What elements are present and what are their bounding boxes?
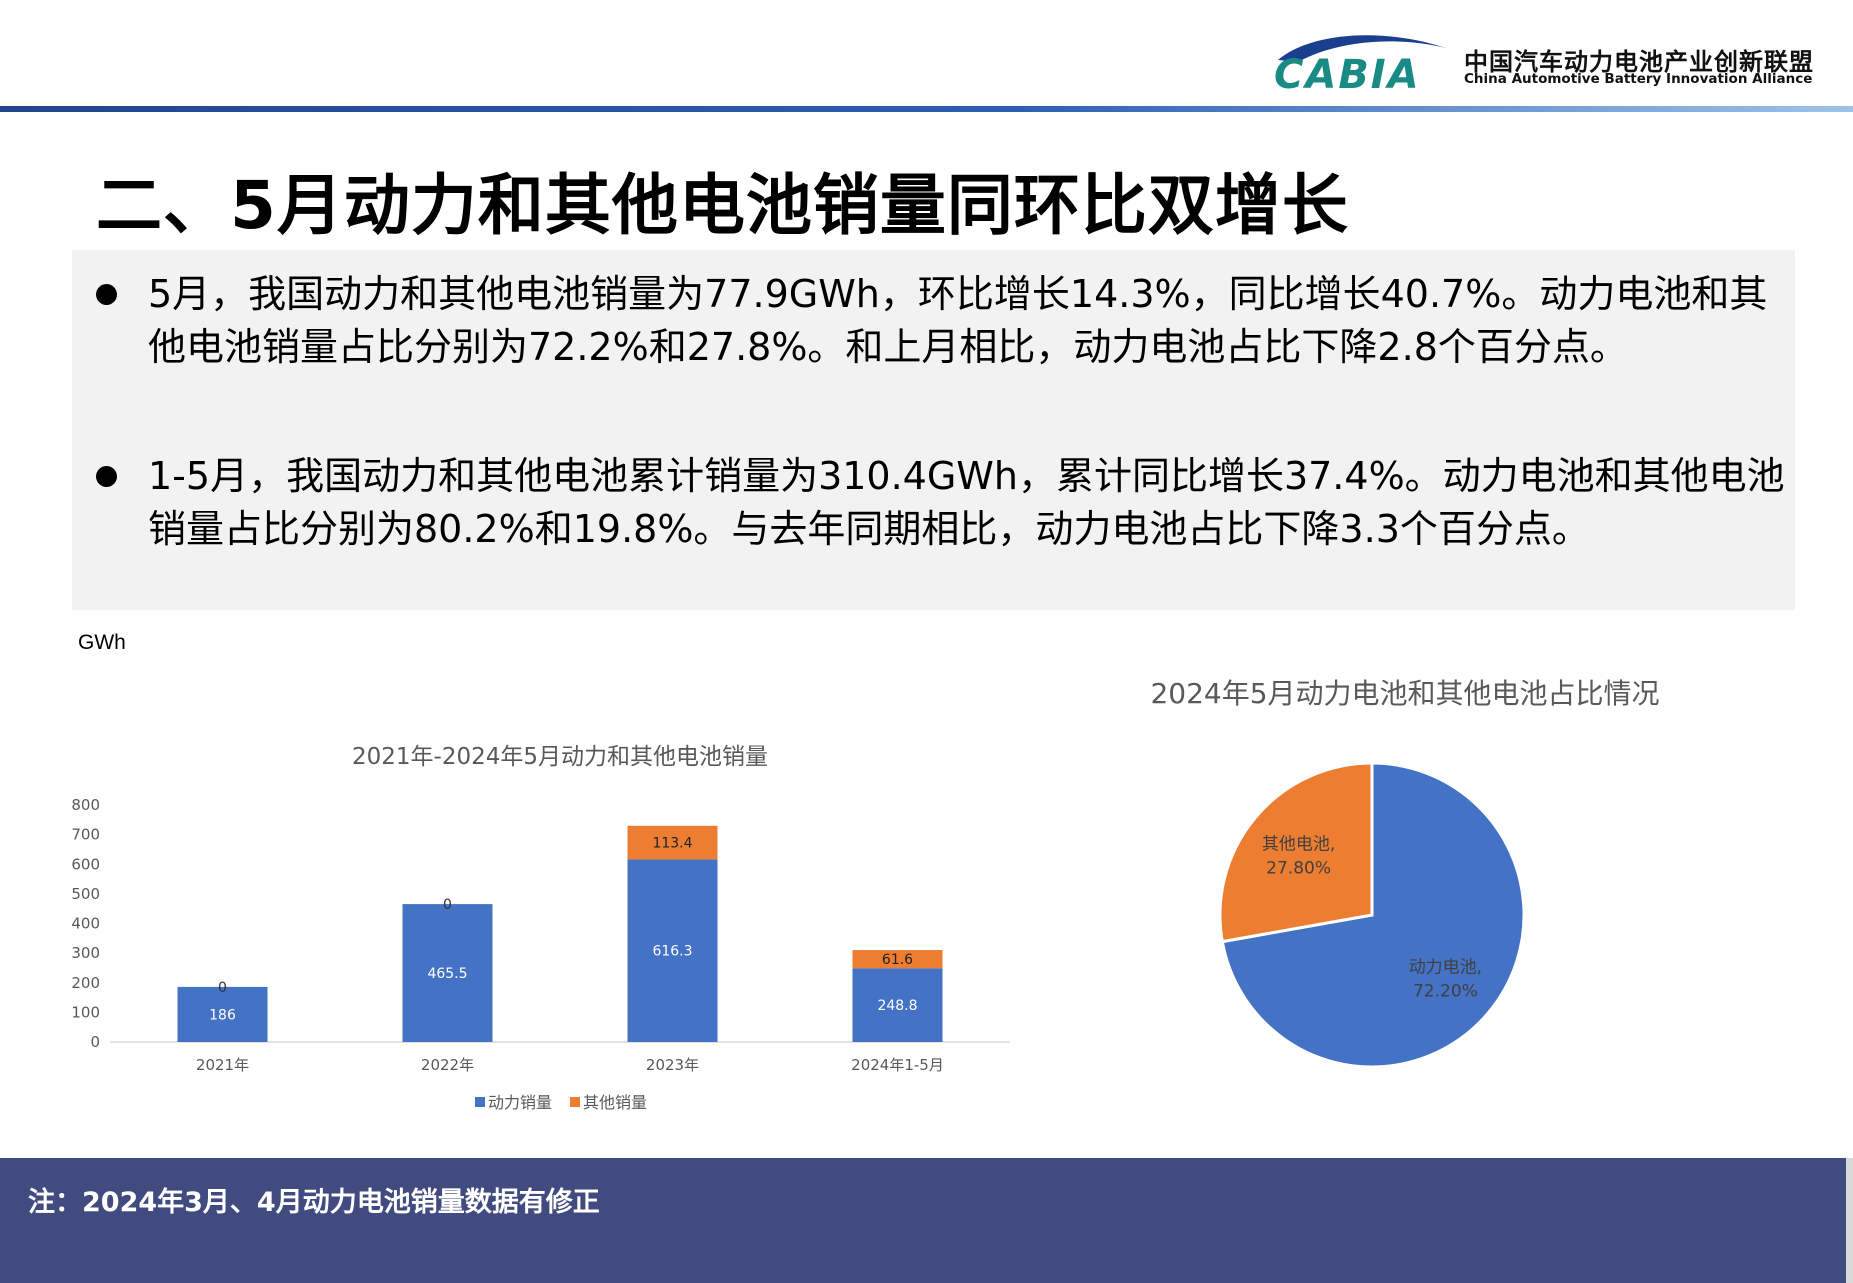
org-name-en: China Automotive Battery Innovation Alli… [1464,71,1813,87]
bullet-dot-icon [96,466,117,487]
pie-chart: 动力电池, 72.20% 其他电池, 27.80% [1218,761,1526,1069]
data-label: 0 [443,897,452,913]
bar-segment [627,859,718,1042]
legend-swatch [475,1097,485,1107]
x-tick-label: 2022年 [421,1056,474,1074]
pie-label-value: 27.80% [1266,858,1331,878]
y-tick-label: 500 [71,885,100,903]
y-tick-label: 200 [71,974,100,992]
y-tick-label: 300 [71,944,100,962]
y-tick-label: 0 [90,1033,100,1051]
data-label: 0 [218,980,227,996]
pie-label-name: 动力电池, [1409,958,1482,978]
data-label: 248.8 [877,998,917,1014]
header-divider [0,106,1853,112]
stacked-bar-chart: 2021年-2024年5月动力和其他电池销量 0 100 200 300 400 500 60… [71,744,1010,1112]
bar-segment [852,950,943,969]
cabia-logo: CABIA [1274,35,1446,94]
slide-title: 二、5月动力和其他电池销量同环比双增长 [96,167,1349,244]
y-tick-label: 400 [71,915,100,933]
bullet-dot-icon [96,284,117,305]
y-tick-label: 800 [71,796,100,814]
y-tick-label: 600 [71,855,100,873]
data-label: 616.3 [652,944,692,960]
bullet-item: 5月，我国动力和其他电池销量为77.9GWh，环比增长14.3%，同比增长40.… [96,268,1792,374]
header: CABIA 中国汽车动力电池产业创新联盟 China Automotive Ba… [0,0,1853,112]
bar-chart-title: 2021年-2024年5月动力和其他电池销量 [352,744,768,770]
data-label: 113.4 [652,836,692,852]
bar-segment [627,825,718,860]
bullet-text: 1-5月，我国动力和其他电池累计销量为310.4GWh，累计同比增长37.4%。… [148,454,1785,551]
legend-label: 动力销量 [488,1093,552,1112]
data-label: 465.5 [427,966,467,982]
bar-segment [402,904,493,1042]
data-label: 61.6 [882,952,913,968]
data-label: 186 [209,1007,236,1023]
pie-label-value: 72.20% [1413,982,1478,1002]
pie-chart-title: 2024年5月动力电池和其他电池占比情况 [1150,677,1660,710]
x-tick-label: 2021年 [196,1056,249,1074]
y-tick-label: 700 [71,826,100,844]
bar-segment [177,986,268,1042]
bullet-item: 1-5月，我国动力和其他电池累计销量为310.4GWh，累计同比增长37.4%。… [96,450,1792,556]
footer-edge [1846,1158,1853,1283]
footer-bar: 注：2024年3月、4月动力电池销量数据有修正 [0,1158,1853,1283]
footer-note: 注：2024年3月、4月动力电池销量数据有修正 [28,1187,600,1218]
x-tick-label: 2024年1-5月 [851,1056,944,1074]
org-name-cn: 中国汽车动力电池产业创新联盟 [1464,48,1814,76]
legend-swatch [570,1097,580,1107]
chart-unit-label: GWh [78,631,126,654]
pie-slice [1218,761,1374,944]
logo-text: CABIA [1274,52,1421,94]
x-tick-label: 2023年 [646,1056,699,1074]
legend-label: 其他销量 [583,1093,647,1112]
y-tick-label: 100 [71,1003,100,1021]
bar-segment [852,968,943,1042]
summary-box [72,250,1795,610]
bullet-text: 5月，我国动力和其他电池销量为77.9GWh，环比增长14.3%，同比增长40.… [148,272,1768,369]
pie-label-name: 其他电池, [1262,834,1335,854]
